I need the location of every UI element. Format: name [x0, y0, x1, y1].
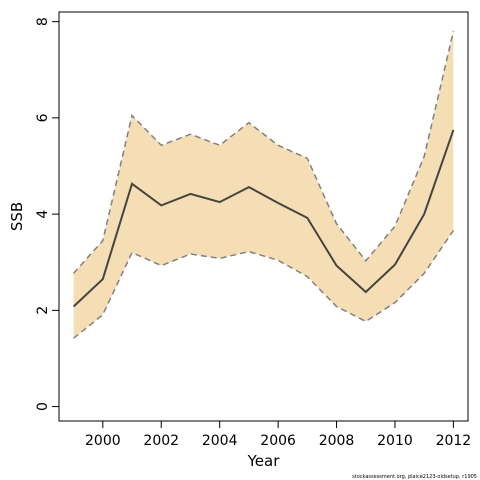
plot-frame: [58, 11, 469, 422]
x-tick-label: 2012: [436, 433, 472, 449]
x-tick-label: 2004: [202, 433, 238, 449]
ssb-estimate-line: [72, 129, 455, 308]
y-tick-label: 2: [35, 306, 51, 315]
x-axis-title: Year: [247, 452, 281, 470]
x-tick-label: 2002: [143, 433, 179, 449]
y-axis: 0 2 4 6 8: [35, 17, 59, 411]
confidence-band: [73, 31, 454, 339]
x-tick-label: 2008: [319, 433, 355, 449]
x-tick-label: 2000: [85, 433, 121, 449]
source-credit: stockassessment.org, plaice2123-oldsetup…: [352, 474, 477, 480]
x-tick-label: 2010: [377, 433, 413, 449]
upper-bound-line: [73, 31, 455, 274]
y-axis-title: SSB: [8, 202, 26, 231]
y-tick-label: 0: [35, 402, 51, 411]
y-tick-label: 6: [35, 113, 51, 122]
lower-bound-line: [73, 230, 455, 339]
y-tick-label: 4: [35, 210, 51, 219]
x-tick-label: 2006: [260, 433, 296, 449]
x-axis: 2000 2002 2004 2006 2008 2010 2012: [85, 421, 471, 449]
y-tick-label: 8: [35, 17, 51, 26]
